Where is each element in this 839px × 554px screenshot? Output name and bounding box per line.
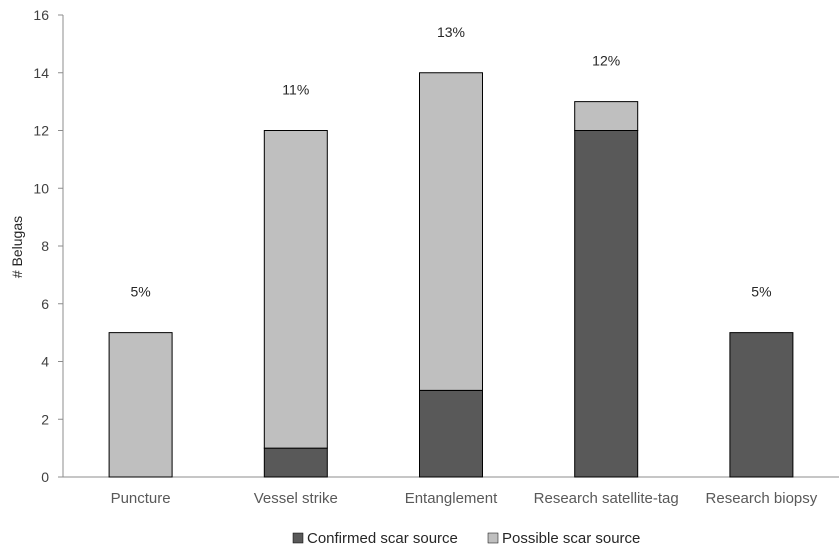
y-axis-title-group: # Belugas — [9, 216, 25, 278]
legend: Confirmed scar source Possible scar sourc… — [292, 530, 640, 547]
confirmed-bar-segment — [574, 130, 639, 478]
y-tick-label: 6 — [41, 296, 49, 312]
x-category-label: Puncture — [111, 490, 171, 507]
confirmed-bar-segment — [419, 389, 483, 478]
possible-bar-segment — [419, 72, 483, 391]
legend-swatch-possible — [487, 532, 499, 544]
percent-label: 12% — [592, 53, 620, 69]
legend-label-possible: Possible scar source — [502, 530, 640, 547]
x-category-label: Research satellite-tag — [534, 490, 679, 507]
y-axis-title: # Belugas — [9, 216, 25, 278]
y-tick-label: 0 — [41, 469, 49, 485]
possible-bar-segment — [263, 130, 328, 449]
y-tick-labels: 0 2 4 6 8 10 12 14 16 — [33, 7, 63, 485]
percent-label: 5% — [130, 284, 150, 300]
percent-label: 5% — [751, 284, 771, 300]
y-tick-label: 10 — [33, 180, 49, 196]
y-tick-label: 12 — [33, 123, 49, 139]
x-category-label: Entanglement — [405, 490, 498, 507]
x-category-label: Research biopsy — [706, 490, 818, 507]
x-tick-labels: Puncture Vessel strike Entanglement Researc… — [111, 490, 818, 507]
x-category-label: Vessel strike — [254, 490, 338, 507]
possible-bar-segment — [574, 101, 639, 131]
y-tick-label: 16 — [33, 7, 49, 23]
percent-label: 13% — [437, 24, 465, 40]
percent-label: 11% — [282, 82, 309, 98]
legend-swatch-confirmed — [292, 532, 304, 544]
y-tick-label: 8 — [41, 238, 49, 254]
y-tick-label: 2 — [41, 411, 49, 427]
bars — [108, 72, 794, 478]
confirmed-bar-segment — [729, 332, 794, 478]
percent-labels: 5% 11% 13% 12% 5% — [130, 24, 771, 300]
y-tick-label: 4 — [41, 354, 49, 370]
possible-bar-segment — [108, 332, 173, 478]
y-tick-label: 14 — [33, 65, 49, 81]
confirmed-bar-segment — [263, 447, 328, 478]
legend-label-confirmed: Confirmed scar source — [307, 530, 458, 547]
